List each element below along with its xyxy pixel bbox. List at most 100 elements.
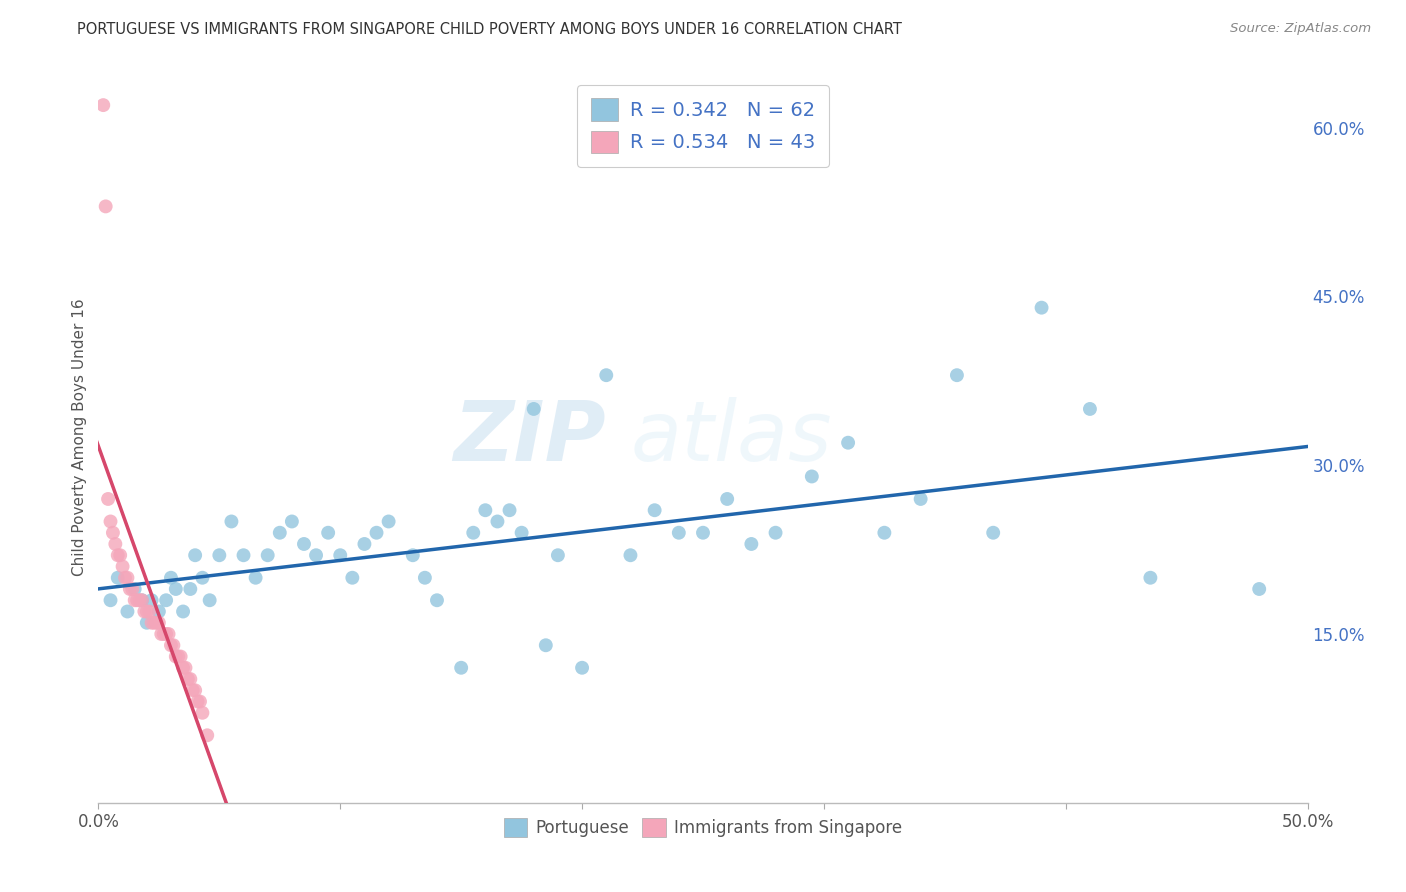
Point (292, 537, 315, 551)
Point (131, 593, 153, 607)
Point (463, 525, 485, 540)
Point (104, 537, 127, 551)
Point (108, 548, 131, 562)
Point (157, 627, 180, 641)
Point (165, 649, 187, 664)
Point (668, 525, 690, 540)
Point (169, 649, 191, 664)
Point (946, 368, 969, 383)
Point (114, 571, 136, 585)
Point (316, 525, 339, 540)
Point (232, 548, 254, 562)
Text: ZIP: ZIP (454, 397, 606, 477)
Legend: Portuguese, Immigrants from Singapore: Portuguese, Immigrants from Singapore (495, 810, 911, 846)
Point (94, 199, 117, 213)
Point (124, 582, 146, 596)
Point (181, 683, 204, 698)
Point (305, 548, 328, 562)
Point (172, 605, 194, 619)
Point (208, 548, 231, 562)
Point (1031, 301, 1053, 315)
Point (498, 503, 520, 517)
Point (191, 571, 214, 585)
Point (117, 571, 139, 585)
Point (595, 368, 617, 383)
Point (1249, 582, 1271, 596)
Point (187, 694, 209, 708)
Point (534, 638, 557, 652)
Point (138, 605, 160, 619)
Point (402, 548, 425, 562)
Point (281, 515, 304, 529)
Point (221, 515, 243, 529)
Point (118, 582, 141, 596)
Point (100, 593, 122, 607)
Point (107, 548, 129, 562)
Point (413, 571, 436, 585)
Point (800, 469, 823, 483)
Point (127, 593, 149, 607)
Point (131, 593, 153, 607)
Point (179, 672, 201, 686)
Point (148, 605, 170, 619)
Point (184, 548, 207, 562)
Point (765, 525, 787, 540)
Point (148, 615, 170, 630)
Point (91, 98, 114, 112)
Point (117, 605, 139, 619)
Point (981, 525, 1004, 540)
Point (377, 515, 399, 529)
Point (910, 491, 932, 506)
Point (152, 627, 174, 641)
Point (155, 627, 177, 641)
Point (571, 661, 593, 675)
Point (111, 559, 134, 574)
Point (198, 593, 221, 607)
Point (510, 525, 533, 540)
Point (155, 593, 177, 607)
Point (141, 593, 163, 607)
Point (450, 661, 472, 675)
Point (353, 537, 375, 551)
Point (184, 683, 207, 698)
Point (486, 515, 509, 529)
Point (188, 694, 211, 708)
Point (1139, 571, 1161, 585)
Point (716, 491, 738, 506)
Text: atlas: atlas (630, 397, 832, 477)
Point (160, 638, 183, 652)
Point (692, 525, 714, 540)
Point (141, 615, 163, 630)
Point (329, 548, 352, 562)
Point (162, 638, 184, 652)
Text: PORTUGUESE VS IMMIGRANTS FROM SINGAPORE CHILD POVERTY AMONG BOYS UNDER 16 CORREL: PORTUGUESE VS IMMIGRANTS FROM SINGAPORE … (77, 22, 903, 37)
Point (101, 525, 124, 540)
Point (245, 571, 267, 585)
Point (179, 582, 201, 596)
Point (342, 571, 364, 585)
Text: Source: ZipAtlas.com: Source: ZipAtlas.com (1230, 22, 1371, 36)
Point (100, 515, 122, 529)
Point (619, 548, 641, 562)
Point (873, 525, 896, 540)
Point (165, 582, 187, 596)
Point (143, 615, 166, 630)
Point (523, 401, 546, 416)
Point (172, 661, 194, 675)
Point (160, 571, 183, 585)
Point (174, 661, 197, 675)
Point (124, 593, 146, 607)
Point (195, 728, 218, 742)
Point (128, 593, 150, 607)
Point (547, 548, 569, 562)
Point (366, 525, 388, 540)
Point (269, 525, 291, 540)
Point (256, 548, 278, 562)
Point (426, 593, 449, 607)
Point (97, 491, 120, 506)
Point (474, 503, 496, 517)
Point (1078, 401, 1101, 416)
Point (177, 672, 200, 686)
Point (167, 649, 190, 664)
Point (135, 605, 157, 619)
